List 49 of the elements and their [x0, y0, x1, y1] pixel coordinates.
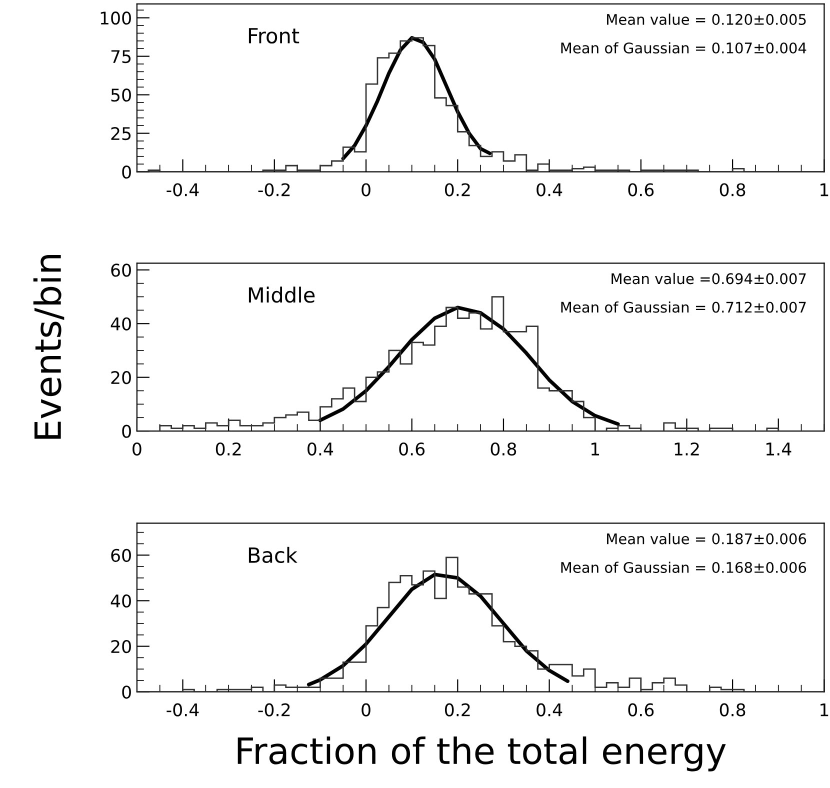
- annotation: Mean of Gaussian = 0.168±0.006: [561, 562, 806, 573]
- x-tick-label: 0.4: [536, 703, 562, 716]
- annotation: Mean value = 0.120±0.005: [607, 14, 806, 25]
- x-tick-label: -0.4: [166, 703, 199, 716]
- x-tick-label: 0.4: [308, 442, 334, 456]
- x-tick-label: 0: [132, 442, 142, 456]
- y-tick-label: 0: [122, 686, 131, 699]
- y-tick-label: 100: [100, 12, 131, 25]
- x-tick-label: 1.2: [674, 442, 699, 456]
- y-tick-label: 0: [122, 165, 131, 179]
- text: Front: [248, 28, 300, 44]
- annotation: Mean value = 0.187±0.006: [607, 533, 806, 544]
- x-tick-label: 0.4: [536, 183, 562, 196]
- text: Back: [248, 546, 298, 564]
- x-tick-label: 0.2: [445, 703, 470, 716]
- y-tick-label: 50: [111, 88, 131, 102]
- y-tick-label: 0: [122, 424, 131, 438]
- x-tick-label: -0.2: [258, 183, 290, 196]
- x-tick-label: 1: [820, 704, 828, 716]
- y-tick-label: 40: [110, 317, 131, 330]
- annotation: Mean of Gaussian = 0.107±0.004: [561, 42, 806, 54]
- x-tick-label: 1: [820, 183, 828, 196]
- x-tick-label: 0.6: [628, 183, 654, 196]
- y-tick-label: 40: [110, 594, 131, 608]
- x-tick-label: 1.4: [766, 442, 792, 456]
- x-tick-label: 0.8: [720, 183, 746, 196]
- x-tick-label: 0.8: [490, 442, 516, 456]
- y-tick-label: 60: [111, 264, 131, 277]
- x-tick-label: 0.6: [399, 442, 425, 456]
- text: Middle: [248, 286, 315, 303]
- x-tick-label: 1: [591, 442, 600, 456]
- y-tick-label: 75: [111, 50, 131, 64]
- x-tick-label: 0: [362, 703, 370, 716]
- x-axis-title: Fraction of the total energy: [238, 736, 726, 772]
- y-tick-label: 20: [111, 640, 131, 654]
- y-tick-label: 60: [111, 548, 131, 562]
- annotation: Mean of Gaussian = 0.712±0.007: [561, 301, 806, 313]
- y-tick-label: 20: [111, 371, 131, 384]
- x-tick-label: 0.2: [445, 183, 470, 196]
- line-series: [306, 572, 570, 686]
- x-tick-label: 0: [362, 183, 370, 196]
- x-tick-label: 0.6: [628, 703, 654, 716]
- y-tick-label: 25: [111, 127, 131, 140]
- annotation: Mean value =0.694±0.007: [612, 272, 806, 284]
- x-tick-label: 0.2: [216, 442, 241, 456]
- x-tick-label: -0.2: [258, 703, 290, 716]
- x-tick-label: -0.4: [166, 183, 199, 196]
- x-tick-label: 0.8: [720, 703, 746, 716]
- y-axis-title: Events/bin: [33, 255, 64, 439]
